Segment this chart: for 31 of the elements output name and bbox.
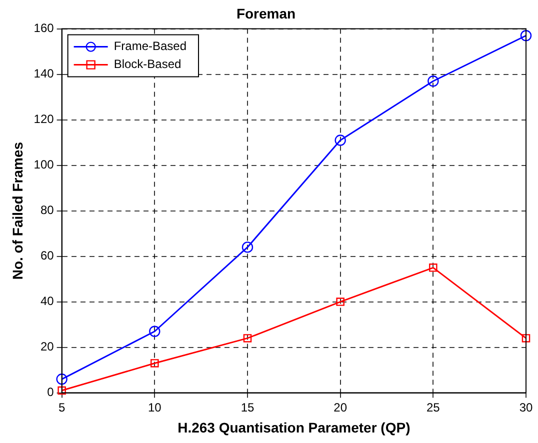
x-tick-label: 30 <box>519 400 533 414</box>
point <box>56 374 68 385</box>
x-tick-label: 20 <box>334 400 348 414</box>
point <box>336 298 344 306</box>
point <box>243 334 252 342</box>
y-tick-label: 60 <box>40 248 54 263</box>
y-tick-label: 80 <box>40 203 54 218</box>
legend-label: Frame-Based <box>114 39 187 54</box>
x-tick-label: 5 <box>58 400 66 414</box>
y-axis-title: No. of Failed Frames <box>9 142 26 280</box>
point <box>149 326 160 337</box>
y-tick-label: 140 <box>34 66 54 81</box>
y-tick-label: 20 <box>40 340 54 354</box>
point <box>429 264 438 272</box>
point <box>520 30 532 42</box>
y-tick-label: 0 <box>47 385 54 400</box>
x-tick-label: 10 <box>148 400 162 414</box>
legend-label: Block-Based <box>114 57 182 72</box>
y-tick-label: 100 <box>34 158 54 172</box>
point <box>428 76 439 87</box>
chart-title: Foreman <box>236 5 296 22</box>
point <box>522 334 530 342</box>
x-tick-label: 25 <box>426 400 440 414</box>
point <box>242 242 254 253</box>
y-tick-label: 40 <box>40 294 54 308</box>
y-tick-label: 120 <box>34 112 54 126</box>
point <box>150 359 159 368</box>
x-axis-title: H.263 Quantisation Parameter (QP) <box>178 419 410 436</box>
point <box>334 134 346 146</box>
x-tick-label: 15 <box>240 400 254 414</box>
y-tick-label: 160 <box>34 21 54 36</box>
